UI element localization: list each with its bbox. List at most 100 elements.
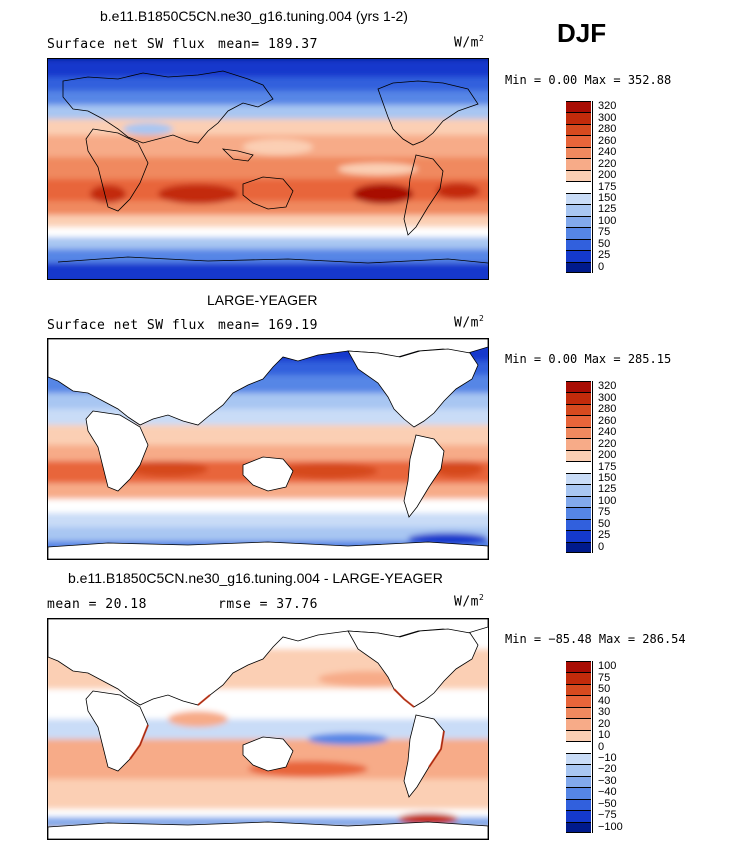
colorbar-swatch [566, 227, 591, 239]
colorbar-swatch [566, 204, 591, 216]
colorbar-swatch [566, 192, 591, 205]
colorbar-label: 0 [598, 540, 605, 553]
colorbar-label: −10 [598, 751, 617, 764]
colorbar-label: 320 [598, 380, 617, 393]
panel-2-map [47, 338, 489, 560]
colorbar-label: 280 [598, 403, 617, 416]
colorbar-swatch [566, 518, 591, 531]
colorbar-swatch [566, 158, 591, 170]
colorbar-label: 150 [598, 191, 617, 204]
panel-2-minmax: Min = 0.00 Max = 285.15 [505, 352, 672, 366]
colorbar-label: 75 [598, 506, 611, 519]
colorbar-label: 320 [598, 100, 617, 113]
colorbar-label: 260 [598, 414, 617, 427]
colorbar-swatch [566, 484, 591, 496]
colorbar-label: 50 [598, 683, 611, 696]
colorbar-swatch [566, 741, 591, 753]
panel-1-unit-label: W/m2 [454, 34, 485, 51]
colorbar-label: 175 [598, 180, 617, 193]
panel-3-minmax: Min = −85.48 Max = 286.54 [505, 632, 686, 646]
colorbar-swatch [566, 112, 591, 124]
colorbar-swatch [566, 683, 591, 696]
panel-1-coastlines [57, 70, 488, 264]
colorbar-label: 25 [598, 529, 611, 542]
colorbar-label: 125 [598, 203, 617, 216]
colorbar-swatch [566, 507, 591, 519]
colorbar-label: 200 [598, 449, 617, 462]
colorbar-label: 300 [598, 111, 617, 124]
colorbar-swatch [566, 729, 591, 742]
panel-1-map [47, 58, 489, 280]
panel-2-mean-label: mean= 169.19 [218, 318, 318, 333]
colorbar-label: 240 [598, 426, 617, 439]
colorbar-swatch [566, 181, 591, 193]
colorbar-label: −50 [598, 797, 617, 810]
panel-1-mean-label: mean= 189.37 [218, 37, 318, 52]
colorbar-swatch [566, 381, 591, 393]
colorbar-swatch [566, 495, 591, 508]
colorbar-label: −40 [598, 786, 617, 799]
colorbar-swatch [566, 530, 591, 542]
colorbar-swatch [566, 541, 591, 553]
panel-3-unit-label: W/m2 [454, 593, 485, 610]
colorbar-swatch [566, 215, 591, 228]
colorbar-label: 100 [598, 494, 617, 507]
colorbar-label: −100 [598, 820, 623, 833]
panel-3-title: b.e11.B1850C5CN.ne30_g16.tuning.004 - LA… [68, 570, 443, 586]
colorbar-swatch [566, 810, 591, 822]
colorbar-swatch [566, 392, 591, 404]
colorbar-label: 150 [598, 471, 617, 484]
colorbar-swatch [566, 169, 591, 182]
colorbar-swatch [566, 787, 591, 799]
colorbar-label: 75 [598, 671, 611, 684]
colorbar-swatch [566, 775, 591, 788]
panel-3-rmse-label: rmse = 37.76 [218, 597, 318, 612]
colorbar-label: −20 [598, 763, 617, 776]
panel-2-unit-label: W/m2 [454, 314, 485, 331]
colorbar-swatch [566, 718, 591, 730]
colorbar-swatch [566, 461, 591, 473]
colorbar-swatch [566, 426, 591, 439]
colorbar-swatch [566, 146, 591, 159]
colorbar-swatch [566, 752, 591, 765]
panel-2-land [48, 339, 488, 559]
colorbar-label: 0 [598, 260, 605, 273]
colorbar-label: 260 [598, 134, 617, 147]
colorbar-swatch [566, 238, 591, 251]
colorbar-label: 300 [598, 391, 617, 404]
colorbar-swatch [566, 764, 591, 776]
colorbar-label: 50 [598, 517, 611, 530]
colorbar-label: 30 [598, 706, 611, 719]
colorbar-label: 125 [598, 483, 617, 496]
season-label: DJF [557, 18, 607, 48]
panel-3-mean-label: mean = 20.18 [47, 597, 147, 612]
panel-3-map [47, 618, 489, 840]
panel-2-variable-label: Surface net SW flux [47, 318, 206, 333]
panel-1-variable-label: Surface net SW flux [47, 37, 206, 52]
colorbar-label: 10 [598, 729, 611, 742]
colorbar-label: 200 [598, 169, 617, 182]
colorbar-swatch [566, 123, 591, 136]
colorbar-swatch [566, 261, 591, 273]
colorbar-label: 175 [598, 460, 617, 473]
colorbar-swatch [566, 135, 591, 147]
colorbar-label: 25 [598, 249, 611, 262]
colorbar-swatch [566, 821, 591, 833]
panel-3-land [48, 619, 488, 839]
colorbar-label: 220 [598, 437, 617, 450]
colorbar-label: 40 [598, 694, 611, 707]
colorbar-swatch [566, 250, 591, 262]
colorbar-label: 240 [598, 146, 617, 159]
colorbar-label: 0 [598, 740, 605, 753]
colorbar-label: 50 [598, 237, 611, 250]
colorbar-swatch [566, 472, 591, 485]
colorbar-swatch [566, 438, 591, 450]
colorbar-swatch [566, 798, 591, 811]
colorbar-swatch [566, 415, 591, 427]
colorbar-swatch [566, 695, 591, 707]
colorbar-label: −30 [598, 774, 617, 787]
colorbar-label: 20 [598, 717, 611, 730]
colorbar-swatch [566, 661, 591, 673]
colorbar-swatch [566, 403, 591, 416]
colorbar-swatch [566, 706, 591, 719]
